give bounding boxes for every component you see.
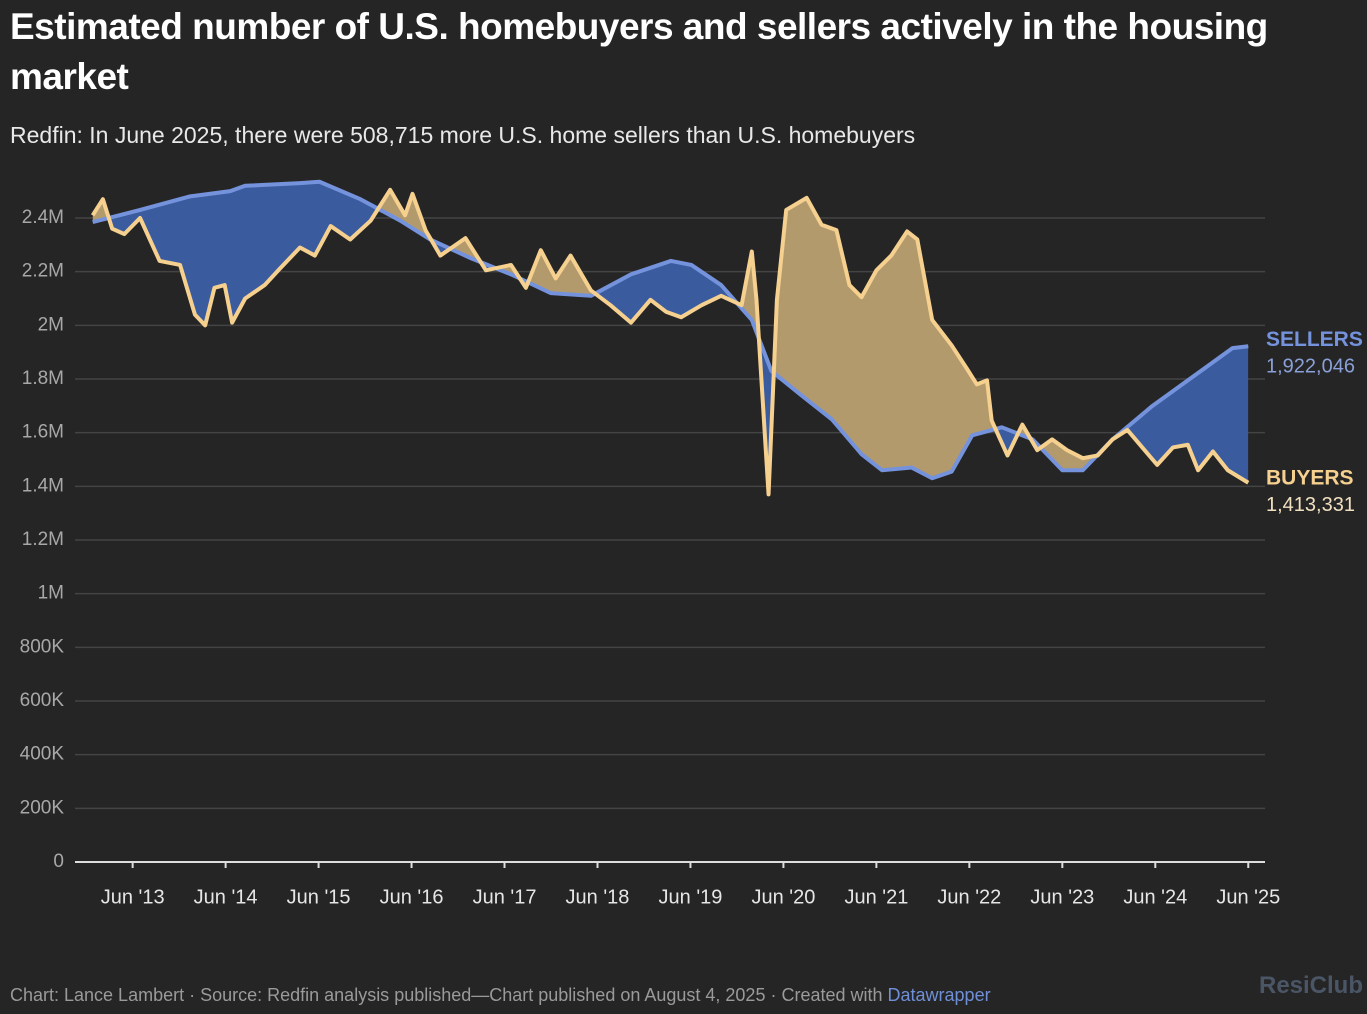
y-tick-label: 1.4M xyxy=(22,475,64,496)
x-tick-label: Jun '19 xyxy=(659,886,723,908)
x-tick-label: Jun '23 xyxy=(1030,886,1094,908)
y-tick-label: 400K xyxy=(20,744,65,765)
chart: 0 200K 400K 600K 800K 1M 1.2M 1.4M 1.6M 1.8M 2M 2.2… xyxy=(20,179,1363,908)
source: Chart: Lance Lambert · Source: Redfin an… xyxy=(10,985,883,1005)
x-tick-label: Jun '18 xyxy=(566,886,630,908)
x-tick-label: Jun '21 xyxy=(844,886,908,908)
y-tick-label: 200K xyxy=(20,797,65,818)
y-tick-label: 2.4M xyxy=(22,207,64,228)
x-tick-label: Jun '13 xyxy=(101,886,165,908)
footer: Chart: Lance Lambert · Source: Redfin an… xyxy=(10,985,991,1006)
value-label: 1,413,331 xyxy=(1266,494,1355,516)
y-tick-label: 1.6M xyxy=(22,422,64,443)
source-link[interactable]: Datawrapper xyxy=(887,985,991,1005)
value-label: 1,922,046 xyxy=(1266,356,1355,378)
y-tick-label: 1M xyxy=(38,583,64,604)
legend-label: BUYERS xyxy=(1266,466,1354,489)
chart-subtitle: Redfin: In June 2025, there were 508,715… xyxy=(10,122,916,148)
x-tick-label: Jun '25 xyxy=(1216,886,1280,908)
y-tick-label: 600K xyxy=(20,690,65,711)
legend-label: SELLERS xyxy=(1266,328,1363,351)
x-tick-label: Jun '22 xyxy=(937,886,1001,908)
x-tick-label: Jun '24 xyxy=(1123,886,1187,908)
y-tick-label: 0 xyxy=(53,851,64,872)
y-tick-label: 1.8M xyxy=(22,368,64,389)
y-tick-label: 800K xyxy=(20,636,65,657)
x-tick-label: Jun '16 xyxy=(380,886,444,908)
series-line xyxy=(90,187,1250,497)
series-line xyxy=(92,179,1249,481)
y-tick-label: 1.2M xyxy=(22,529,64,550)
y-tick-label: 2.2M xyxy=(22,261,64,282)
y-tick-label: 2M xyxy=(38,314,64,335)
x-tick-label: Jun '20 xyxy=(751,886,815,908)
x-tick-label: Jun '14 xyxy=(194,886,258,908)
x-tick-label: Jun '17 xyxy=(473,886,537,908)
chart-title: Estimated number of U.S. homebuyers and … xyxy=(10,6,1268,97)
x-tick-label: Jun '15 xyxy=(287,886,351,908)
logo: ResiClub xyxy=(1258,972,1363,999)
